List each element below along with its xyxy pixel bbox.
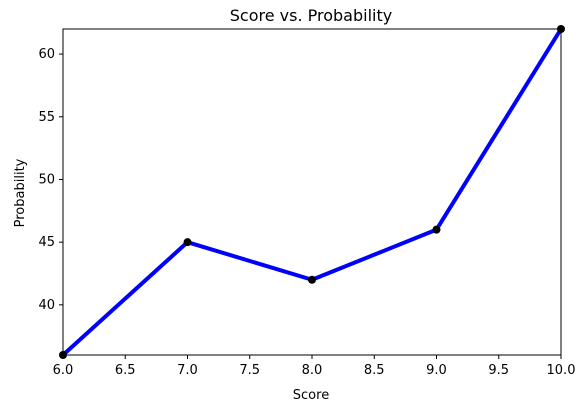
x-tick-label: 9.0 xyxy=(426,363,447,378)
data-point xyxy=(183,238,192,247)
x-tick-label: 6.5 xyxy=(115,363,136,378)
x-tick-label: 7.5 xyxy=(239,363,260,378)
data-point xyxy=(308,275,316,284)
x-axis-ticks: 6.0 6.5 7.0 7.5 8.0 8.5 9.0 9.5 10.0 xyxy=(53,355,576,378)
x-tick-label: 10.0 xyxy=(547,363,576,378)
y-tick-label: 40 xyxy=(38,298,55,313)
x-tick-label: 9.5 xyxy=(488,363,509,378)
x-tick-label: 7.0 xyxy=(177,363,198,378)
data-point xyxy=(432,225,441,234)
y-tick-label: 55 xyxy=(38,110,55,125)
x-tick-label: 8.0 xyxy=(302,363,323,378)
plot-frame xyxy=(62,28,562,356)
plot-area: 6.0 6.5 7.0 7.5 8.0 8.5 9.0 9.5 10.0 40 45 50 55 60 xyxy=(38,25,575,378)
y-tick-label: 45 xyxy=(38,235,55,250)
x-tick-label: 8.5 xyxy=(364,363,385,378)
y-axis-label: Probability xyxy=(13,158,28,227)
chart-title: Score vs. Probability xyxy=(230,6,392,25)
y-axis-ticks: 40 45 50 55 60 xyxy=(38,47,63,313)
x-axis-label: Score xyxy=(293,388,329,403)
y-tick-label: 50 xyxy=(38,172,55,187)
y-tick-label: 60 xyxy=(38,47,55,62)
x-tick-label: 6.0 xyxy=(53,363,74,378)
